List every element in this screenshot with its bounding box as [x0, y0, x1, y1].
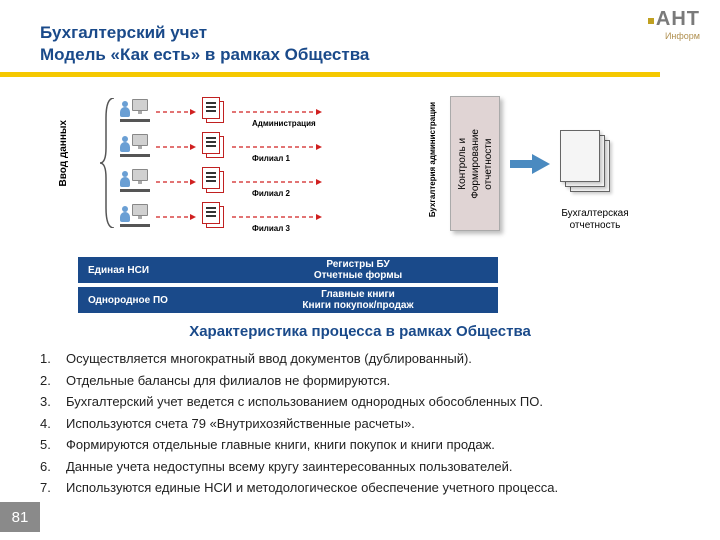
arrow-icon	[232, 146, 322, 147]
list-text: Формируются отдельные главные книги, кни…	[66, 436, 495, 454]
list-number: 3.	[40, 393, 66, 411]
section-subtitle: Характеристика процесса в рамках Обществ…	[0, 323, 720, 340]
arrow-icon	[232, 216, 322, 217]
characteristics-list: 1.Осуществляется многократный ввод докум…	[40, 350, 690, 501]
report-stack-icon	[560, 130, 615, 200]
title-underline	[0, 72, 660, 77]
list-item: 4.Используются счета 79 «Внутрихозяйстве…	[40, 415, 690, 433]
list-number: 1.	[40, 350, 66, 368]
list-number: 6.	[40, 458, 66, 476]
arrow-icon	[156, 146, 196, 147]
document-icon	[202, 97, 226, 125]
list-text: Используются единые НСИ и методологическ…	[66, 479, 558, 497]
row-label: Администрация	[252, 119, 316, 128]
row-label: Филиал 1	[252, 154, 290, 163]
logo-text: АНТ	[656, 8, 700, 30]
list-item: 5.Формируются отдельные главные книги, к…	[40, 436, 690, 454]
band-row: Единая НСИ Регистры БУОтчетные формы	[78, 257, 498, 283]
list-number: 7.	[40, 479, 66, 497]
list-item: 7.Используются единые НСИ и методологиче…	[40, 479, 690, 497]
band-left: Однородное ПО	[78, 295, 218, 306]
list-item: 2.Отдельные балансы для филиалов не форм…	[40, 372, 690, 390]
arrow-icon	[232, 181, 322, 182]
flow-row: Администрация	[120, 95, 328, 127]
band-mid: Регистры БУОтчетные формы	[218, 259, 498, 281]
info-bands: Единая НСИ Регистры БУОтчетные формы Одн…	[78, 257, 498, 317]
admin-accounting-label: Бухгалтерия администрации	[428, 102, 437, 217]
list-number: 4.	[40, 415, 66, 433]
list-text: Данные учета недоступны всему кругу заин…	[66, 458, 513, 476]
logo-subtext: Информ	[648, 31, 700, 41]
list-text: Отдельные балансы для филиалов не формир…	[66, 372, 390, 390]
flow-row: Филиал 2	[120, 165, 328, 197]
row-label: Филиал 2	[252, 189, 290, 198]
document-icon	[202, 202, 226, 230]
list-text: Осуществляется многократный ввод докумен…	[66, 350, 472, 368]
document-icon	[202, 132, 226, 160]
document-icon	[202, 167, 226, 195]
user-terminal-icon	[120, 202, 150, 230]
process-diagram: Ввод данных Администрация Филиал 1 Филиа…	[60, 90, 680, 280]
list-number: 5.	[40, 436, 66, 454]
arrow-icon	[156, 181, 196, 182]
output-arrow-icon	[510, 152, 550, 176]
list-item: 6.Данные учета недоступны всему кругу за…	[40, 458, 690, 476]
output-label: Бухгалтерскаяотчетность	[550, 208, 640, 232]
band-mid: Главные книгиКниги покупок/продаж	[218, 289, 498, 311]
arrow-icon	[156, 111, 196, 112]
list-item: 1.Осуществляется многократный ввод докум…	[40, 350, 690, 368]
list-text: Используются счета 79 «Внутрихозяйственн…	[66, 415, 415, 433]
band-row: Однородное ПО Главные книгиКниги покупок…	[78, 287, 498, 313]
user-terminal-icon	[120, 132, 150, 160]
control-box-text: Контроль иФормированиеотчетности	[456, 129, 495, 199]
arrow-icon	[232, 111, 322, 112]
input-label: Ввод данных	[58, 120, 69, 186]
band-left: Единая НСИ	[78, 265, 218, 276]
user-terminal-icon	[120, 97, 150, 125]
list-item: 3.Бухгалтерский учет ведется с использов…	[40, 393, 690, 411]
title-line-2: Модель «Как есть» в рамках Общества	[40, 44, 369, 66]
slide-title: Бухгалтерский учет Модель «Как есть» в р…	[40, 22, 369, 66]
row-label: Филиал 3	[252, 224, 290, 233]
list-number: 2.	[40, 372, 66, 390]
arrow-icon	[156, 216, 196, 217]
flow-row: Филиал 1	[120, 130, 328, 162]
user-terminal-icon	[120, 167, 150, 195]
brace-icon	[100, 98, 116, 228]
title-line-1: Бухгалтерский учет	[40, 22, 369, 44]
logo: АНТ Информ	[648, 8, 700, 41]
page-number: 81	[0, 502, 40, 532]
flow-row: Филиал 3	[120, 200, 328, 232]
control-box: Контроль иФормированиеотчетности	[450, 96, 500, 231]
list-text: Бухгалтерский учет ведется с использован…	[66, 393, 543, 411]
